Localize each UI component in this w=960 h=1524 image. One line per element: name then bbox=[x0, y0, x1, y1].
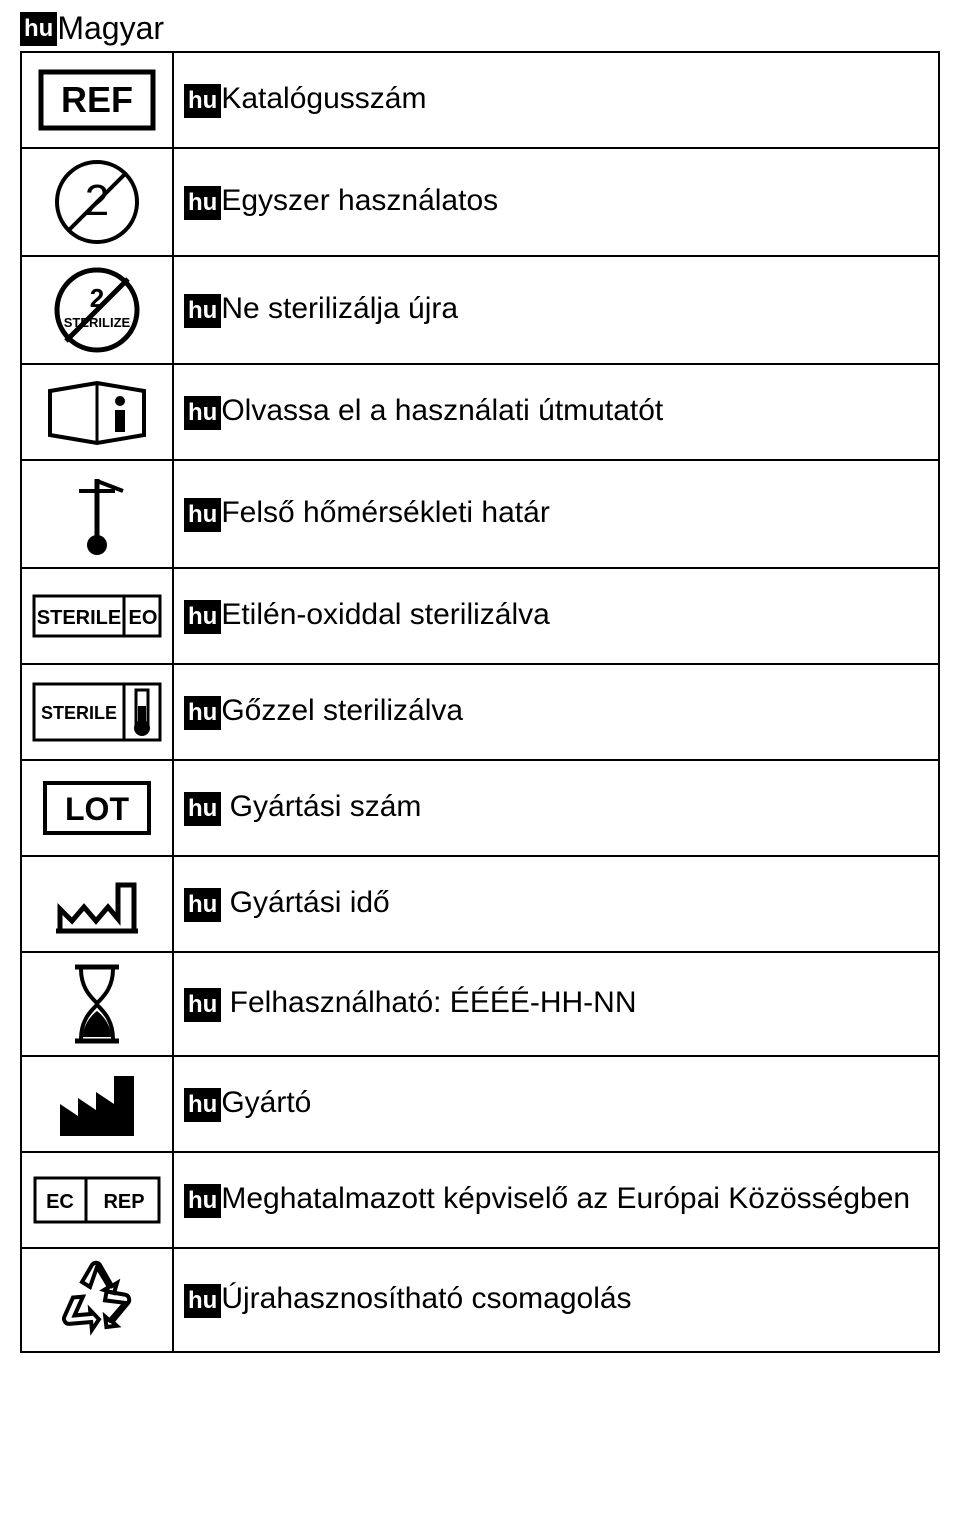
table-row: 2 STERILIZE huNe sterilizálja újra bbox=[21, 256, 939, 364]
row-label: Gőzzel sterilizálva bbox=[221, 694, 463, 727]
lang-badge: hu bbox=[20, 12, 57, 46]
icon-cell: LOT bbox=[21, 760, 173, 856]
do-not-reuse-icon: 2 bbox=[52, 157, 142, 247]
lang-badge: hu bbox=[184, 1184, 221, 1218]
table-row: huÚjrahasznosítható csomagolás bbox=[21, 1248, 939, 1352]
icon-cell bbox=[21, 1248, 173, 1352]
lang-badge: hu bbox=[184, 600, 221, 634]
text-cell: huGőzzel sterilizálva bbox=[173, 664, 939, 760]
page-header: hu Magyar bbox=[20, 10, 940, 47]
icon-cell: 2 STERILIZE bbox=[21, 256, 173, 364]
row-label: Olvassa el a használati útmutatót bbox=[221, 394, 663, 427]
header-text: Magyar bbox=[57, 10, 164, 47]
icon-cell bbox=[21, 1056, 173, 1152]
text-cell: hu Gyártási szám bbox=[173, 760, 939, 856]
table-row: hu Felhasználható: ÉÉÉÉ-HH-NN bbox=[21, 952, 939, 1056]
ec-rep-icon: EC REP bbox=[32, 1175, 162, 1225]
recyclable-icon bbox=[54, 1257, 140, 1343]
do-not-resterilize-icon: 2 STERILIZE bbox=[52, 265, 142, 355]
text-cell: huGyártó bbox=[173, 1056, 939, 1152]
icon-cell: 2 bbox=[21, 148, 173, 256]
table-row: EC REP huMeghatalmazott képviselő az Eur… bbox=[21, 1152, 939, 1248]
lang-badge: hu bbox=[184, 1088, 221, 1122]
icon-cell: STERILE bbox=[21, 664, 173, 760]
row-label: Meghatalmazott képviselő az Európai Közö… bbox=[221, 1182, 910, 1215]
icon-cell bbox=[21, 952, 173, 1056]
lang-badge: hu bbox=[184, 888, 221, 922]
row-label: Gyártási idő bbox=[230, 886, 390, 919]
svg-text:EC: EC bbox=[46, 1191, 74, 1213]
icon-cell: EC REP bbox=[21, 1152, 173, 1248]
use-by-icon bbox=[67, 961, 127, 1047]
table-row: hu Gyártási idő bbox=[21, 856, 939, 952]
text-cell: huNe sterilizálja újra bbox=[173, 256, 939, 364]
lang-badge: hu bbox=[184, 186, 221, 220]
text-cell: hu Felhasználható: ÉÉÉÉ-HH-NN bbox=[173, 952, 939, 1056]
text-cell: huÚjrahasznosítható csomagolás bbox=[173, 1248, 939, 1352]
table-row: huOlvassa el a használati útmutatót bbox=[21, 364, 939, 460]
lang-badge: hu bbox=[184, 792, 221, 826]
row-label: Felső hőmérsékleti határ bbox=[221, 496, 549, 529]
table-row: REF huKatalógusszám bbox=[21, 52, 939, 148]
lang-badge: hu bbox=[184, 1284, 221, 1318]
text-cell: hu Gyártási idő bbox=[173, 856, 939, 952]
icon-cell: REF bbox=[21, 52, 173, 148]
svg-text:REP: REP bbox=[103, 1191, 144, 1213]
icon-cell bbox=[21, 856, 173, 952]
row-label: Etilén-oxiddal sterilizálva bbox=[221, 598, 549, 631]
row-label: Újrahasznosítható csomagolás bbox=[221, 1282, 631, 1315]
table-row: huFelső hőmérsékleti határ bbox=[21, 460, 939, 568]
lang-badge: hu bbox=[184, 988, 221, 1022]
row-label: Katalógusszám bbox=[221, 82, 426, 115]
icon-cell: STERILE EO bbox=[21, 568, 173, 664]
table-row: LOT hu Gyártási szám bbox=[21, 760, 939, 856]
consult-instructions-icon bbox=[42, 377, 152, 447]
table-row: 2 huEgyszer használatos bbox=[21, 148, 939, 256]
text-cell: huOlvassa el a használati útmutatót bbox=[173, 364, 939, 460]
table-row: huGyártó bbox=[21, 1056, 939, 1152]
svg-text:STERILE: STERILE bbox=[37, 607, 121, 629]
sterile-steam-icon: STERILE bbox=[32, 682, 162, 742]
svg-text:EO: EO bbox=[129, 607, 158, 629]
lang-badge: hu bbox=[184, 498, 221, 532]
row-label: Felhasználható: ÉÉÉÉ-HH-NN bbox=[230, 986, 637, 1019]
svg-text:LOT: LOT bbox=[65, 791, 129, 827]
page: hu Magyar REF huKatalógusszám 2 bbox=[0, 0, 960, 1383]
lot-icon: LOT bbox=[42, 780, 152, 836]
symbol-table: REF huKatalógusszám 2 huEgyszer használa… bbox=[20, 51, 940, 1353]
table-row: STERILE EO huEtilén-oxiddal sterilizálva bbox=[21, 568, 939, 664]
date-of-manufacture-icon bbox=[52, 869, 142, 939]
icon-cell bbox=[21, 460, 173, 568]
manufacturer-icon bbox=[52, 1066, 142, 1142]
icon-cell bbox=[21, 364, 173, 460]
text-cell: huEtilén-oxiddal sterilizálva bbox=[173, 568, 939, 664]
lang-badge: hu bbox=[184, 294, 221, 328]
row-label: Gyártási szám bbox=[230, 790, 422, 823]
ref-icon: REF bbox=[37, 68, 157, 132]
text-cell: huFelső hőmérsékleti határ bbox=[173, 460, 939, 568]
text-cell: huMeghatalmazott képviselő az Európai Kö… bbox=[173, 1152, 939, 1248]
svg-text:REF: REF bbox=[61, 79, 133, 120]
sterile-eo-icon: STERILE EO bbox=[32, 594, 162, 638]
row-label: Egyszer használatos bbox=[221, 184, 498, 217]
svg-text:STERILIZE: STERILIZE bbox=[64, 315, 131, 330]
table-row: STERILE huGőzzel sterilizálva bbox=[21, 664, 939, 760]
lang-badge: hu bbox=[184, 84, 221, 118]
text-cell: huKatalógusszám bbox=[173, 52, 939, 148]
row-label: Gyártó bbox=[221, 1086, 311, 1119]
svg-text:STERILE: STERILE bbox=[41, 703, 117, 723]
text-cell: huEgyszer használatos bbox=[173, 148, 939, 256]
lang-badge: hu bbox=[184, 396, 221, 430]
row-label: Ne sterilizálja újra bbox=[221, 292, 458, 325]
lang-badge: hu bbox=[184, 696, 221, 730]
upper-temperature-limit-icon bbox=[57, 469, 137, 559]
